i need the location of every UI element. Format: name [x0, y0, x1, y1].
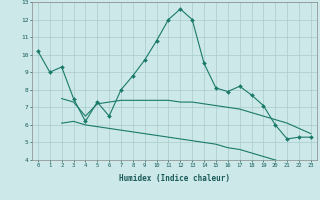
X-axis label: Humidex (Indice chaleur): Humidex (Indice chaleur)	[119, 174, 230, 183]
